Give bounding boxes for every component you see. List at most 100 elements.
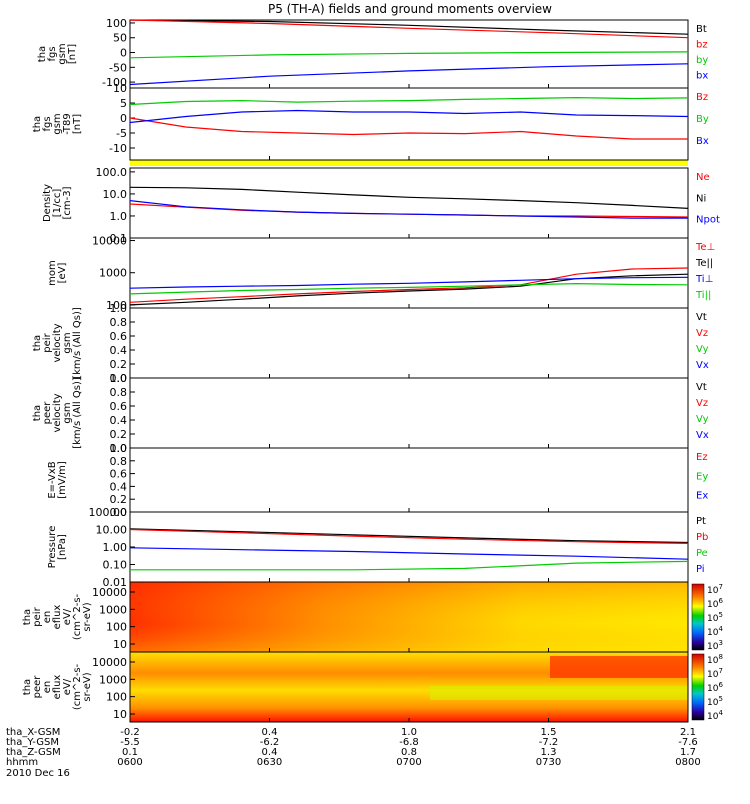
y-tick-label: 50 (113, 32, 127, 45)
ephemeris-value: 0600 (117, 757, 142, 768)
ephemeris-value: 0800 (675, 757, 700, 768)
y-tick-label: 10 (113, 638, 127, 651)
y-axis-label-line: gsm (62, 332, 73, 353)
y-tick-label: 10000 (92, 656, 127, 669)
series-line-Ne (129, 203, 689, 218)
colorbar-tick-label: 104 (707, 625, 723, 638)
panel-8: 100.00 10.00 1.00 0.10 0.01 Pressure [nPa] Pt Pb… (47, 506, 708, 589)
series-line-Bz (129, 117, 688, 140)
y-axis-label-line: gsm (52, 113, 63, 134)
y-axis-label-line: gsm (62, 402, 73, 423)
y-axis-label-line: en (42, 681, 53, 694)
y-axis-label-line: eflux (52, 605, 63, 630)
y-axis-label-line: fgs (42, 116, 53, 131)
y-axis-label-line: -T89 (62, 113, 73, 135)
series-line-Ti|| (129, 282, 689, 295)
y-tick-label: 1.0 (110, 442, 128, 455)
ephemeris-value: 1.0 (401, 727, 417, 738)
ephemeris-value: 0630 (257, 757, 282, 768)
y-axis-label-line: Density (42, 184, 53, 222)
y-axis-label-line: [nPa] (57, 534, 68, 560)
series-line-Bx (129, 109, 689, 124)
y-axis-label-line: eV/ (62, 678, 73, 695)
y-tick-label: 0.6 (110, 400, 128, 413)
colorbar-tick-label: 106 (707, 681, 723, 694)
y-tick-label: 0.01 (103, 576, 128, 589)
ephemeris-row-label: hhmm (6, 757, 38, 768)
y-tick-label: 0.0 (110, 506, 128, 519)
legend-label: Ey (696, 471, 708, 482)
series-line-By (129, 96, 689, 106)
y-axis-label-line: peir (42, 332, 53, 352)
ephemeris-value: -6.8 (399, 737, 419, 748)
y-axis-label-line: sr-eV) (82, 602, 93, 631)
series-line-Pe (130, 560, 689, 571)
ephemeris-value: 1.3 (541, 747, 557, 758)
panel-frame (129, 167, 689, 239)
y-axis-label-line: peir (32, 606, 43, 626)
colorbar (691, 653, 705, 721)
legend-label: Vx (696, 360, 709, 371)
panel-frame (129, 87, 689, 161)
y-tick-label: 0.2 (110, 428, 128, 441)
y-tick-label: 5 (120, 97, 127, 110)
panel-frame (129, 377, 689, 449)
ephemeris-value: -0.2 (120, 727, 140, 738)
legend-label: bz (696, 40, 708, 51)
y-tick-label: 0.8 (110, 316, 128, 329)
y-axis-label-line: gsm (57, 43, 68, 64)
y-tick-label: 0.8 (110, 455, 128, 468)
y-axis-label-line: eflux (52, 675, 63, 700)
y-tick-label: 10.0 (103, 188, 128, 201)
y-tick-label: 0.8 (110, 386, 128, 399)
colorbar-tick-label: 107 (707, 583, 723, 596)
ephemeris-value: -7.2 (539, 737, 559, 748)
y-axis-label-line: tha (32, 335, 43, 351)
ephemeris-value: 1.7 (680, 747, 696, 758)
y-axis-label-line: peer (32, 675, 43, 699)
y-axis-label-line: [nT] (67, 44, 78, 64)
y-tick-label: 0.10 (103, 559, 128, 572)
legend-label: Bz (696, 92, 708, 103)
y-tick-label: 100.00 (89, 506, 128, 519)
y-axis-label-line: tha (22, 679, 33, 695)
panel-frame (129, 307, 689, 379)
series-line-Npot (129, 200, 688, 219)
y-tick-label: 10.00 (96, 524, 128, 537)
y-tick-label: 0.6 (110, 330, 128, 343)
panel-1: 100 50 0-50 -100 tha fgs gsm [nT] Bt bz by bx (37, 17, 708, 89)
series-line-bz (129, 19, 689, 39)
y-axis-label-line: tha (32, 405, 43, 421)
figure-title: P5 (TH-A) fields and ground moments over… (268, 2, 552, 16)
y-tick-label: 1000 (99, 267, 127, 280)
y-axis-label-line: [km/s (All Qs)] (72, 307, 83, 379)
y-tick-label: 0.4 (110, 414, 128, 427)
legend-label: Te⊥ (695, 242, 715, 253)
date-label: 2010 Dec 16 (6, 768, 70, 779)
spectrogram-electron-green-band (430, 686, 688, 700)
legend-label: Ez (696, 452, 708, 463)
y-tick-label: 100 (106, 691, 127, 704)
legend-label: bx (696, 71, 708, 82)
y-tick-label: 100.0 (96, 166, 128, 179)
y-tick-label: 1.00 (103, 541, 128, 554)
y-axis-label-line: tha (37, 46, 48, 62)
y-axis-label-line: fgs (47, 46, 58, 61)
y-axis-label-line: Pressure (47, 526, 58, 569)
series-line-Bt (129, 19, 689, 35)
y-axis-label-line: velocity (52, 393, 63, 432)
ephemeris-value: -5.5 (120, 737, 140, 748)
colorbar-tick-label: 104 (707, 709, 723, 722)
y-axis-label-line: eV/ (62, 608, 73, 625)
y-axis-label-line: [km/s (All Qs)] (72, 377, 83, 449)
ephemeris-value: -6.2 (260, 737, 280, 748)
y-axis-label-line: en (42, 611, 53, 624)
y-tick-label: -100 (102, 76, 127, 89)
legend-label: Vz (696, 398, 708, 409)
ephemeris-value: -7.6 (678, 737, 698, 748)
y-axis-label-line: E=-VxB (47, 461, 58, 498)
